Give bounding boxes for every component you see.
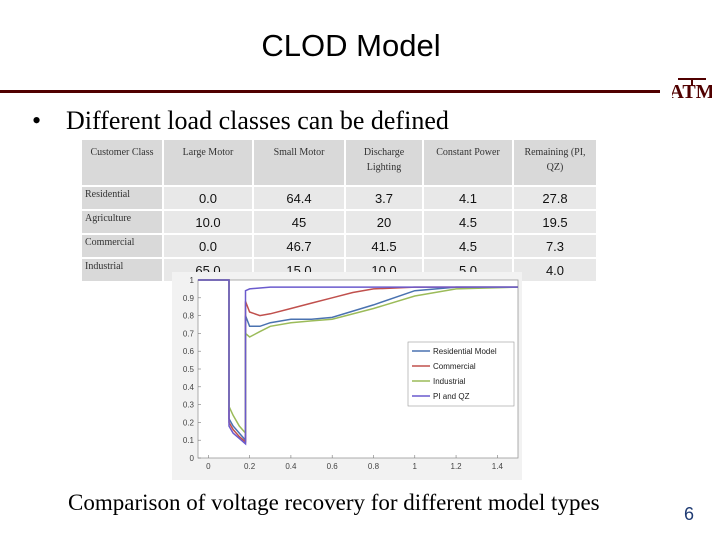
y-tick-label: 0.6 (183, 347, 195, 356)
y-tick-label: 0.2 (183, 418, 195, 427)
table-cell: 4.5 (424, 211, 512, 233)
legend-label: Industrial (433, 377, 466, 386)
row-label: Agriculture (82, 211, 162, 233)
table-cell: 10.0 (164, 211, 252, 233)
table-cell: 19.5 (514, 211, 596, 233)
x-tick-label: 0.4 (285, 462, 297, 471)
y-tick-label: 0.7 (183, 329, 195, 338)
y-tick-label: 0.3 (183, 401, 195, 410)
x-tick-label: 0.6 (327, 462, 339, 471)
legend-label: Residential Model (433, 347, 497, 356)
svg-text:ATM: ATM (672, 81, 712, 103)
voltage-recovery-chart: 1 0.9 0.8 0.7 0.6 0.5 0.4 0.3 0.2 0.1 0 0 0.2 0.4 0.6 0… (172, 272, 522, 480)
legend-label: Commercial (433, 362, 476, 371)
table-cell: 64.4 (254, 187, 344, 209)
header-remaining: Remaining (PI, QZ) (514, 140, 596, 185)
bullet-symbol: • (32, 106, 42, 135)
y-tick-label: 0.9 (183, 294, 195, 303)
y-tick-label: 0 (190, 454, 195, 463)
legend-label: PI and QZ (433, 392, 470, 401)
table-row: Residential 0.0 64.4 3.7 4.1 27.8 (82, 187, 596, 209)
table-row: Agriculture 10.0 45 20 4.5 19.5 (82, 211, 596, 233)
page-number: 6 (684, 504, 695, 524)
y-tick-label: 0.5 (183, 365, 195, 374)
y-tick-label: 0.4 (183, 383, 195, 392)
table-row: Commercial 0.0 46.7 41.5 4.5 7.3 (82, 235, 596, 257)
table-cell: 4.1 (424, 187, 512, 209)
table-cell: 4.5 (424, 235, 512, 257)
header-customer-class: Customer Class (82, 140, 162, 185)
table-cell: 0.0 (164, 235, 252, 257)
table-cell: 0.0 (164, 187, 252, 209)
x-tick-label: 1.2 (451, 462, 463, 471)
table-cell: 7.3 (514, 235, 596, 257)
table-cell: 45 (254, 211, 344, 233)
header-small-motor: Small Motor (254, 140, 344, 185)
x-tick-label: 1 (413, 462, 418, 471)
title-rule (0, 90, 660, 93)
slide-title: CLOD Model (261, 28, 441, 63)
load-class-table: Customer Class Large Motor Small Motor D… (80, 138, 598, 283)
row-label: Commercial (82, 235, 162, 257)
university-logo: ATM (672, 78, 712, 103)
table-cell: 3.7 (346, 187, 422, 209)
x-tick-label: 0 (206, 462, 211, 471)
y-tick-label: 1 (190, 276, 195, 285)
header-discharge-lighting: Discharge Lighting (346, 140, 422, 185)
row-label: Residential (82, 187, 162, 209)
header-large-motor: Large Motor (164, 140, 252, 185)
y-tick-label: 0.1 (183, 436, 195, 445)
bullet-point: • Different load classes can be defined (32, 106, 449, 136)
table-cell: 4.0 (514, 259, 596, 281)
x-tick-label: 1.4 (492, 462, 504, 471)
table-cell: 41.5 (346, 235, 422, 257)
series-line (198, 279, 518, 443)
y-tick-label: 0.8 (183, 312, 195, 321)
header-constant-power: Constant Power (424, 140, 512, 185)
x-tick-label: 0.8 (368, 462, 380, 471)
table-cell: 20 (346, 211, 422, 233)
table-cell: 46.7 (254, 235, 344, 257)
table-header-row: Customer Class Large Motor Small Motor D… (82, 140, 596, 185)
x-tick-label: 0.2 (244, 462, 256, 471)
series-line (198, 279, 518, 446)
series-line (198, 279, 518, 444)
series-line (198, 279, 519, 436)
bullet-text: Different load classes can be defined (66, 106, 449, 135)
figure-caption: Comparison of voltage recovery for diffe… (68, 490, 600, 515)
row-label: Industrial (82, 259, 162, 281)
table-cell: 27.8 (514, 187, 596, 209)
